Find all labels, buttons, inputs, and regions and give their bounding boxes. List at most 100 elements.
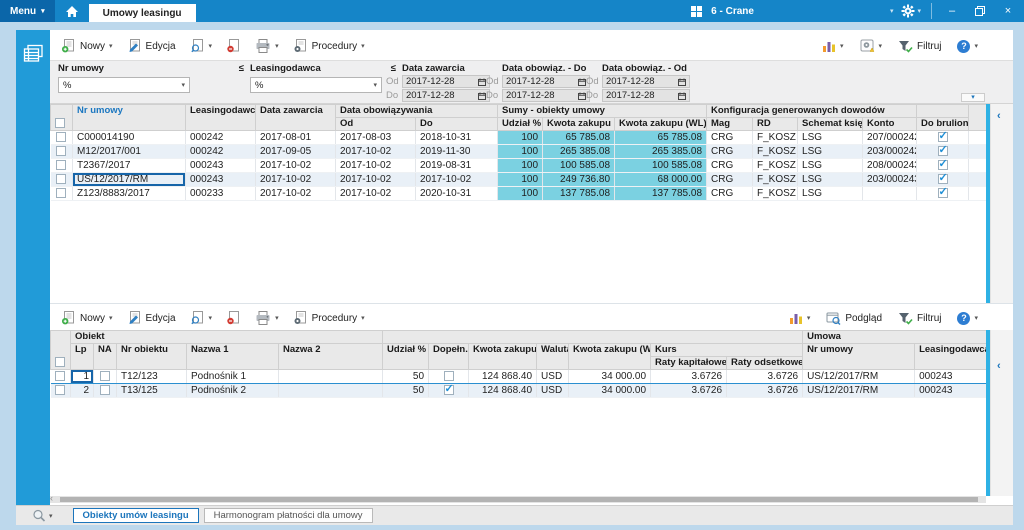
object-row[interactable]: 2 T13/125 Podnośnik 2 50 124 868.40 USD … xyxy=(50,383,988,398)
column-header-nr-obiektu[interactable]: Nr obiektu xyxy=(116,343,187,370)
table-settings-button[interactable]: ▾ xyxy=(855,36,888,56)
column-header-leasingodawca[interactable]: Leasingodawca xyxy=(185,104,256,131)
column-header-kwota-zakupu[interactable]: Kwota zakupu xyxy=(468,343,538,370)
column-header-waluta[interactable]: Waluta xyxy=(536,343,570,370)
column-header-dopeln[interactable]: Dopełn. całości xyxy=(428,343,470,370)
contract-row[interactable]: M12/2017/001 000242 2017-09-05 2017-10-0… xyxy=(50,144,988,159)
view-document-button[interactable]: ▾ xyxy=(185,36,218,56)
objects-toolbar: Nowy ▾ Edycja ▾ ▾ Procedury ▾ ▾ xyxy=(50,306,1013,330)
list-panel-icon[interactable] xyxy=(21,42,45,66)
column-header-udzial[interactable]: Udział % xyxy=(382,343,430,370)
print-button[interactable]: ▾ xyxy=(250,308,284,328)
nr-umowy-filter-input[interactable]: % ▾ xyxy=(58,77,190,93)
select-all-checkbox[interactable] xyxy=(55,118,65,129)
home-button[interactable] xyxy=(55,0,89,22)
filter-button[interactable]: Filtruj xyxy=(893,37,946,56)
column-header-nr-umowy[interactable]: Nr umowy xyxy=(802,343,916,370)
object-row-selected[interactable]: 1 T12/123 Podnośnik 1 50 124 868.40 USD … xyxy=(50,369,988,384)
collapse-left-icon[interactable]: ‹ xyxy=(997,360,1001,372)
do-brulionu-checkbox[interactable] xyxy=(937,173,948,185)
row-checkbox[interactable] xyxy=(56,174,67,185)
column-header-udzial[interactable]: Udział % xyxy=(497,117,544,131)
help-button[interactable]: ? ▾ xyxy=(952,309,983,328)
column-header-od[interactable]: Od xyxy=(335,117,416,131)
na-checkbox[interactable] xyxy=(100,371,110,382)
help-button[interactable]: ? ▾ xyxy=(952,37,983,56)
analysis-button[interactable]: ▾ xyxy=(784,309,816,328)
print-button[interactable]: ▾ xyxy=(250,36,284,56)
contract-row[interactable]: C000014190 000242 2017-08-01 2017-08-03 … xyxy=(50,130,988,145)
data-zawarcia-od-input[interactable]: 2017-12-28 xyxy=(402,75,490,88)
new-button[interactable]: Nowy ▾ xyxy=(56,308,118,328)
na-checkbox[interactable] xyxy=(100,385,110,396)
column-header-na[interactable]: NA xyxy=(93,343,117,370)
column-header-do-brulionu[interactable]: Do brulionu xyxy=(916,117,970,131)
column-header-kwota-wl[interactable]: Kwota zakupu (WL) xyxy=(614,117,708,131)
data-obowiaz-od-od-input[interactable]: 2017-12-28 xyxy=(602,75,690,88)
row-checkbox[interactable] xyxy=(56,188,67,199)
row-checkbox[interactable] xyxy=(56,146,67,157)
column-header-raty-odsetkowe[interactable]: Raty odsetkowe xyxy=(726,356,804,370)
company-chevron-icon[interactable]: ▾ xyxy=(889,8,894,15)
dopeln-checkbox[interactable] xyxy=(443,384,454,396)
row-checkbox[interactable] xyxy=(56,160,67,171)
column-header-do[interactable]: Do xyxy=(414,117,499,131)
row-checkbox[interactable] xyxy=(56,132,67,143)
data-obowiaz-od-do-input[interactable]: 2017-12-28 xyxy=(602,89,690,102)
scroll-left-icon[interactable]: ‹ xyxy=(50,493,53,503)
data-zawarcia-do-input[interactable]: 2017-12-28 xyxy=(402,89,490,102)
delete-button[interactable] xyxy=(221,36,246,56)
horizontal-scrollbar[interactable]: ‹ xyxy=(50,493,986,503)
new-button[interactable]: Nowy ▾ xyxy=(56,36,118,56)
column-header-schemat[interactable]: Schemat księg xyxy=(797,117,864,131)
collapse-left-icon[interactable]: ‹ xyxy=(997,110,1001,122)
menu-button[interactable]: Menu ▾ xyxy=(0,0,55,22)
contract-row[interactable]: T2367/2017 000243 2017-10-02 2017-10-02 … xyxy=(50,158,988,173)
leasingodawca-filter-input[interactable]: % ▾ xyxy=(250,77,382,93)
edit-button[interactable]: Edycja xyxy=(122,308,181,328)
tab-umowy-leasingu[interactable]: Umowy leasingu xyxy=(88,4,196,22)
minimize-button[interactable]: – xyxy=(948,5,956,17)
column-header-raty-kapitalowe[interactable]: Raty kapitałowe xyxy=(650,356,728,370)
preview-button[interactable]: Podgląd xyxy=(821,309,887,328)
column-header-kwota-zakupu[interactable]: Kwota zakupu xyxy=(542,117,616,131)
view-document-button[interactable]: ▾ xyxy=(185,308,218,328)
column-header-nazwa2[interactable]: Nazwa 2 xyxy=(277,343,384,370)
row-checkbox[interactable] xyxy=(55,371,66,382)
close-button[interactable]: × xyxy=(1004,5,1012,17)
contract-row[interactable]: Z123/8883/2017 000233 2017-10-02 2017-10… xyxy=(50,186,988,201)
column-header-kwota-wl[interactable]: Kwota zakupu (WL) xyxy=(568,343,652,370)
row-checkbox[interactable] xyxy=(55,385,66,396)
column-header-leasingodawca[interactable]: Leasingodawca xyxy=(914,343,988,370)
tab-obiekty-umow-leasingu[interactable]: Obiekty umów leasingu xyxy=(72,508,199,523)
column-header-lp[interactable]: Lp xyxy=(70,343,94,370)
data-obowiaz-do-od-input[interactable]: 2017-12-28 xyxy=(502,75,590,88)
delete-button[interactable] xyxy=(221,308,246,328)
procedures-button[interactable]: Procedury ▾ xyxy=(288,308,370,328)
column-header-mag[interactable]: Mag xyxy=(706,117,754,131)
filter-collapse-button[interactable]: ▾ xyxy=(961,93,985,102)
zoom-control[interactable]: ▾ xyxy=(32,509,53,523)
edit-button[interactable]: Edycja xyxy=(122,36,181,56)
column-header-nazwa1[interactable]: Nazwa 1 xyxy=(186,343,279,370)
do-brulionu-checkbox[interactable] xyxy=(937,145,948,157)
dopeln-checkbox[interactable] xyxy=(443,371,454,382)
do-brulionu-checkbox[interactable] xyxy=(937,131,948,143)
settings-button[interactable]: ▾ xyxy=(901,4,921,18)
procedures-button[interactable]: Procedury ▾ xyxy=(288,36,370,56)
column-header-konto[interactable]: Konto xyxy=(862,117,918,131)
contract-row-selected[interactable]: US/12/2017/RM 000243 2017-10-02 2017-10-… xyxy=(50,172,988,187)
data-obowiaz-do-do-input[interactable]: 2017-12-28 xyxy=(502,89,590,102)
column-header-rd[interactable]: RD xyxy=(752,117,799,131)
restore-button[interactable] xyxy=(970,2,990,20)
select-all-checkbox[interactable] xyxy=(55,357,65,368)
do-brulionu-checkbox[interactable] xyxy=(937,159,948,171)
do-brulionu-checkbox[interactable] xyxy=(937,187,948,199)
analysis-button[interactable]: ▾ xyxy=(817,37,849,56)
panel-divider[interactable] xyxy=(50,303,1013,304)
column-header-nr-umowy[interactable]: Nr umowy xyxy=(72,104,186,131)
tab-harmonogram-platnosci[interactable]: Harmonogram płatności dla umowy xyxy=(203,508,373,523)
column-header-data-zawarcia[interactable]: Data zawarcia xyxy=(255,104,336,131)
scrollbar-thumb[interactable] xyxy=(60,497,978,502)
filter-button[interactable]: Filtruj xyxy=(893,309,946,328)
